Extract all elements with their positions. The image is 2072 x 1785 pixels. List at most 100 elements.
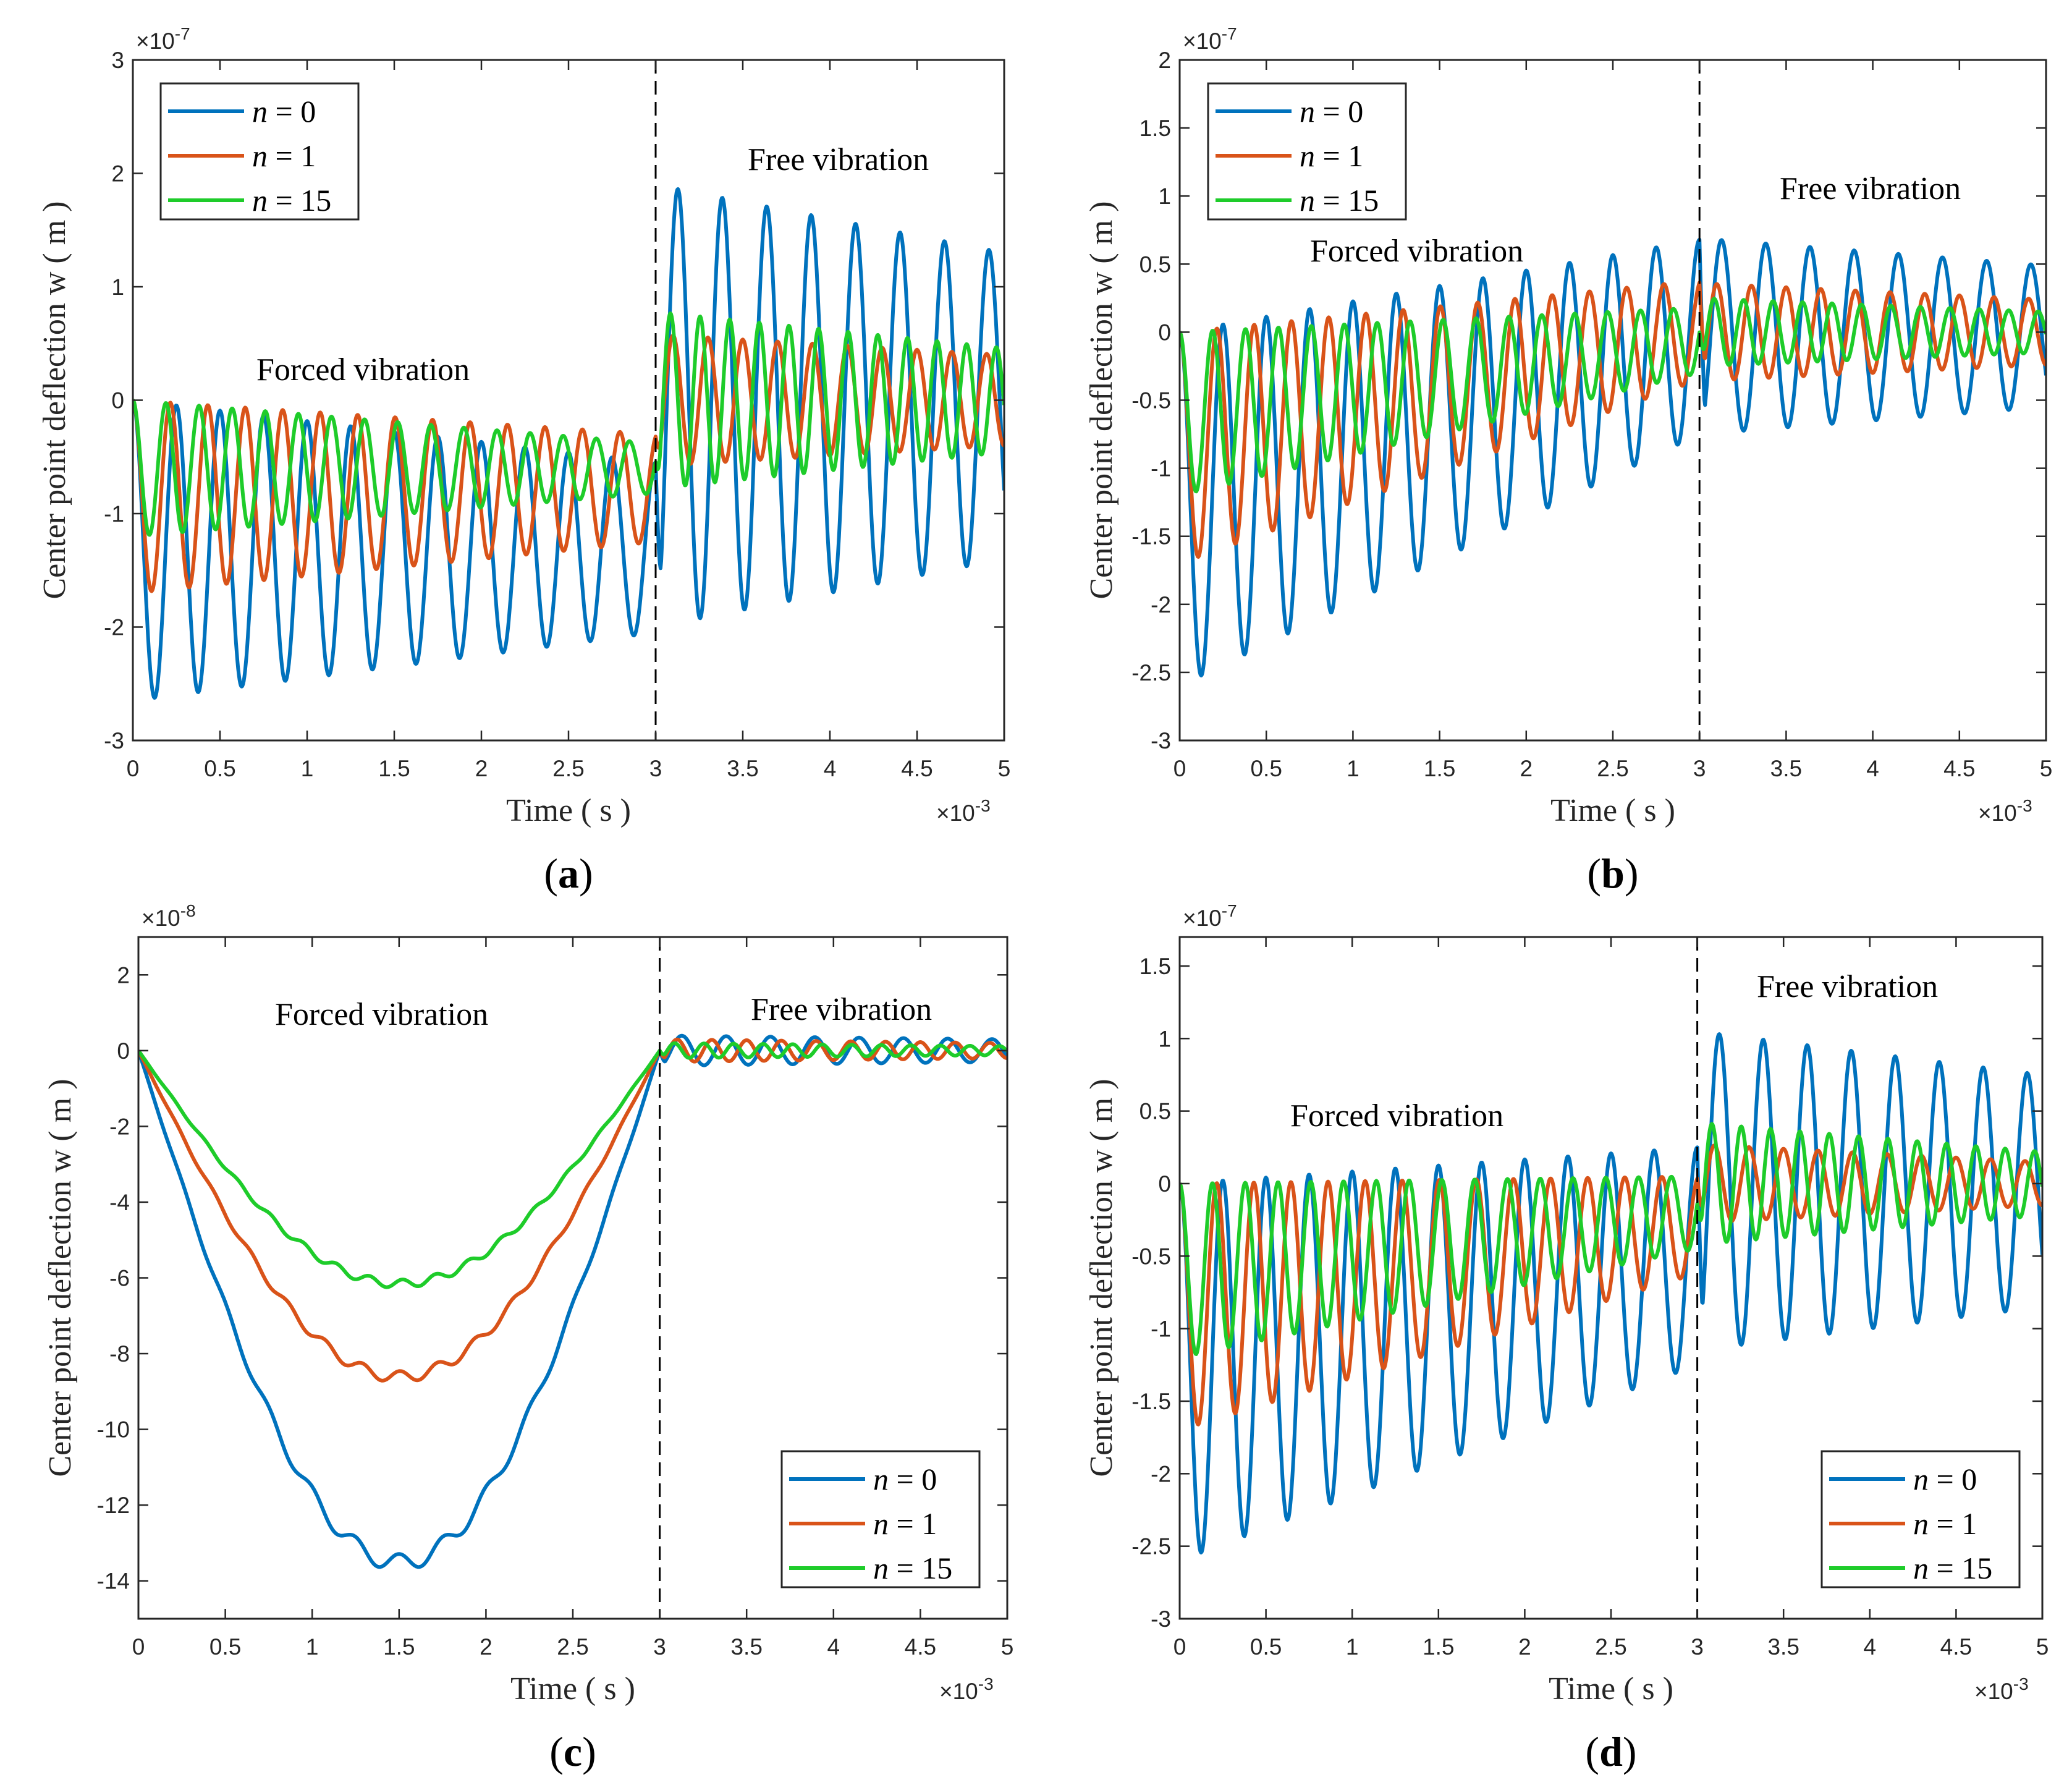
y-exponent: -7 bbox=[1222, 24, 1237, 43]
y-multiplier: ×10 bbox=[136, 28, 175, 54]
legend-value: = 1 bbox=[889, 1506, 937, 1541]
x-tick-label: 3.5 bbox=[730, 1634, 762, 1660]
legend-var: n bbox=[1300, 183, 1315, 218]
panel-d: 0 0.5 1 1.5 2 2.5 3 3.5 4 4.5 5 -3 -2.5 -2 -1.5 -1 -0.5 0… bbox=[1084, 901, 2049, 1775]
y-multiplier: ×10 bbox=[142, 905, 180, 931]
y-tick-label: -1.5 bbox=[1131, 524, 1171, 549]
caption-part: ( bbox=[1585, 1728, 1599, 1775]
y-tick-label: -2 bbox=[104, 615, 124, 640]
x-tick-label: 0 bbox=[127, 756, 140, 781]
x-tick-label: 4.5 bbox=[1940, 1634, 1972, 1660]
legend-entry: n = 15 bbox=[1300, 183, 1379, 218]
x-tick-label: 1 bbox=[1347, 756, 1359, 781]
caption-part: c bbox=[564, 1728, 582, 1775]
series-line-n15 bbox=[1180, 1122, 2042, 1356]
y-tick-label: -3 bbox=[1151, 1606, 1171, 1632]
caption-part: a bbox=[558, 850, 579, 897]
x-tick-label: 0.5 bbox=[1250, 1634, 1282, 1660]
x-tick-label: 2.5 bbox=[1595, 1634, 1626, 1660]
legend-entry: n = 15 bbox=[873, 1551, 952, 1585]
x-exponent-label: ×10-3 bbox=[939, 1674, 994, 1704]
legend-var: n bbox=[252, 183, 268, 218]
legend-entry: n = 15 bbox=[252, 183, 331, 218]
x-tick-label: 1.5 bbox=[383, 1634, 415, 1660]
legend-box bbox=[780, 1450, 981, 1588]
x-tick-label: 4.5 bbox=[901, 756, 932, 781]
y-tick-label: -1.5 bbox=[1131, 1389, 1171, 1414]
x-tick-label: 1 bbox=[1346, 1634, 1359, 1660]
legend-value: = 1 bbox=[268, 138, 316, 173]
y-tick-label: 3 bbox=[111, 48, 124, 73]
x-axis-label: Time ( s ) bbox=[510, 1671, 635, 1707]
legend-value: = 0 bbox=[268, 94, 316, 129]
y-tick-label: -1 bbox=[1151, 456, 1171, 481]
legend-box bbox=[159, 82, 360, 221]
y-tick-label: -2 bbox=[109, 1114, 130, 1139]
x-multiplier: ×10 bbox=[1974, 1679, 2013, 1704]
x-tick-label: 2 bbox=[475, 756, 488, 781]
x-tick-label: 1 bbox=[306, 1634, 319, 1660]
y-tick-label: -10 bbox=[97, 1417, 130, 1443]
legend-var: n bbox=[873, 1462, 889, 1496]
legend-entry: n = 1 bbox=[873, 1506, 937, 1541]
legend-var: n bbox=[252, 138, 268, 173]
y-tick-label: 0 bbox=[117, 1038, 130, 1064]
caption-part: ) bbox=[582, 1728, 596, 1775]
x-exponent: -3 bbox=[975, 796, 991, 815]
x-tick-label: 4.5 bbox=[905, 1634, 936, 1660]
legend: n = 0n = 1n = 15 bbox=[159, 82, 360, 221]
legend-var: n bbox=[1300, 94, 1315, 129]
x-tick-label: 1 bbox=[301, 756, 314, 781]
y-tick-label: -2 bbox=[1151, 1461, 1171, 1486]
panel-a: 0 0.5 1 1.5 2 2.5 3 3.5 4 4.5 5-3-2-10123×10-7×10-… bbox=[37, 24, 1010, 897]
y-tick-label: -6 bbox=[109, 1266, 130, 1291]
series-line-n0 bbox=[138, 1033, 1007, 1569]
legend-value: = 1 bbox=[1929, 1506, 1977, 1541]
free-vibration-label: Free vibration bbox=[1780, 171, 1961, 206]
x-tick-label: 3 bbox=[653, 1634, 666, 1660]
y-tick-label: -2 bbox=[1151, 592, 1171, 617]
x-tick-label: 3 bbox=[1693, 756, 1706, 781]
legend-box bbox=[1207, 82, 1407, 221]
y-multiplier: ×10 bbox=[1183, 28, 1222, 54]
y-tick-label: 0 bbox=[1158, 1171, 1171, 1197]
y-tick-label: -3 bbox=[104, 728, 124, 753]
legend-entry: n = 0 bbox=[252, 94, 316, 129]
forced-vibration-label: Forced vibration bbox=[256, 352, 470, 388]
x-tick-label: 1.5 bbox=[378, 756, 410, 781]
y-tick-label: 2 bbox=[117, 962, 130, 988]
y-exponent-label: ×10-8 bbox=[142, 901, 196, 931]
y-exponent: -8 bbox=[180, 901, 196, 920]
panel-caption: (a) bbox=[544, 850, 593, 897]
x-tick-label: 4 bbox=[1866, 756, 1879, 781]
y-tick-label: 1 bbox=[111, 274, 124, 300]
y-tick-label: 1 bbox=[1158, 1026, 1171, 1051]
legend: n = 0n = 1n = 15 bbox=[780, 1450, 981, 1588]
legend-entry: n = 0 bbox=[1913, 1462, 1977, 1496]
y-multiplier: ×10 bbox=[1183, 905, 1222, 931]
series-line-n15 bbox=[1180, 297, 2046, 494]
y-tick-label: -2.5 bbox=[1131, 660, 1171, 685]
forced-vibration-label: Forced vibration bbox=[1310, 234, 1523, 269]
x-tick-label: 2.5 bbox=[552, 756, 584, 781]
y-axis-label: Center point deflection w ( m ) bbox=[43, 1079, 78, 1477]
legend: n = 0n = 1n = 15 bbox=[1207, 82, 1407, 221]
y-tick-label: -14 bbox=[97, 1569, 130, 1594]
y-tick-label: -0.5 bbox=[1131, 1244, 1171, 1269]
y-tick-label: -1 bbox=[1151, 1316, 1171, 1342]
x-tick-label: 3.5 bbox=[1767, 1634, 1799, 1660]
y-exponent: -7 bbox=[1222, 901, 1237, 920]
series-line-n15 bbox=[133, 311, 1004, 537]
y-tick-label: -1 bbox=[104, 501, 124, 527]
forced-vibration-label: Forced vibration bbox=[275, 997, 488, 1032]
y-tick-label: -8 bbox=[109, 1341, 130, 1367]
free-vibration-label: Free vibration bbox=[1757, 969, 1938, 1004]
legend: n = 0n = 1n = 15 bbox=[1820, 1450, 2021, 1588]
x-tick-label: 2 bbox=[1520, 756, 1533, 781]
x-tick-label: 5 bbox=[1001, 1634, 1014, 1660]
x-tick-label: 0.5 bbox=[204, 756, 235, 781]
legend-var: n bbox=[252, 94, 268, 129]
free-vibration-label: Free vibration bbox=[748, 142, 929, 177]
x-exponent-label: ×10-3 bbox=[1974, 1674, 2029, 1704]
x-tick-label: 3 bbox=[1691, 1634, 1704, 1660]
